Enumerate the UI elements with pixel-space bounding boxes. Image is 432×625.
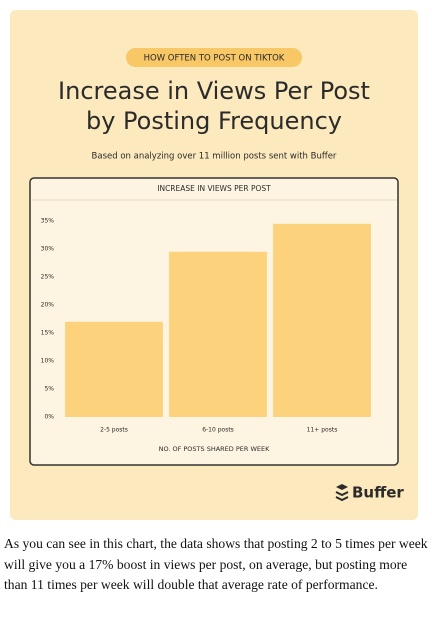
bar [169,251,267,417]
y-tick-label: 30% [41,246,55,253]
y-tick-label: 15% [41,330,55,337]
y-tick-label: 35% [41,218,55,225]
y-tick-label: 25% [41,274,55,281]
title-line: Increase in Views Per Post [58,77,370,105]
y-tick-label: 10% [41,358,55,365]
brand: Buffer [352,484,404,502]
badge-pill [126,48,302,67]
title-line: by Posting Frequency [86,107,342,135]
subtitle: Based on analyzing over 11 million posts… [92,152,337,162]
x-tick-label: 2-5 posts [100,427,128,434]
y-tick-label: 20% [41,302,55,309]
bar [65,321,163,417]
chart-title: INCREASE IN VIEWS PER POST [157,184,271,193]
x-tick-label: 11+ posts [307,427,338,434]
y-tick-label: 0% [44,414,54,421]
y-tick-label: 5% [44,386,54,393]
infographic: HOW OFTEN TO POST ON TIKTOK Increase in … [10,10,418,520]
paragraph: As you can see in this chart, the data s… [4,536,428,592]
x-axis-title: NO. OF POSTS SHARED PER WEEK [159,445,270,453]
badge: HOW OFTEN TO POST ON TIKTOK [144,54,285,64]
x-tick-label: 6-10 posts [202,427,234,434]
bar [273,223,371,417]
brand-logo [335,484,349,502]
